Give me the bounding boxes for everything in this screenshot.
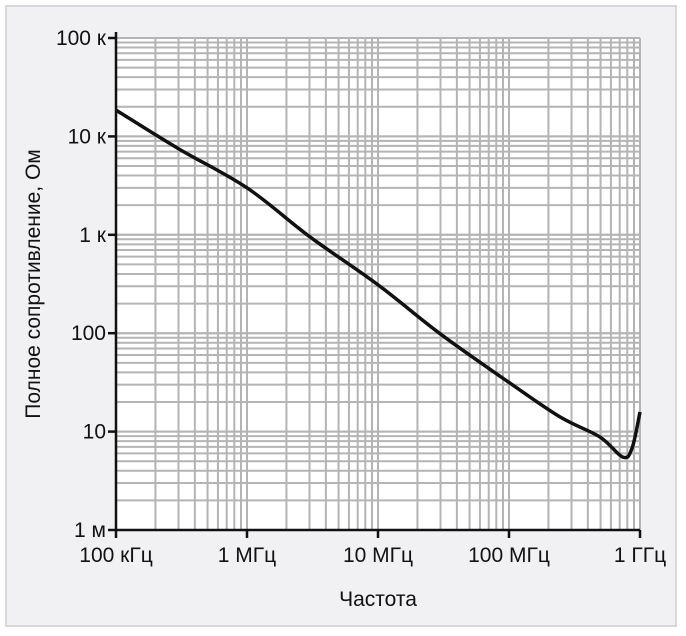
y-tick-label: 10 <box>83 421 106 444</box>
y-axis-label: Полное сопротивление, Ом <box>22 149 45 418</box>
x-tick-label: 100 кГц <box>79 544 152 567</box>
y-tick-label: 100 к <box>56 27 107 50</box>
y-tick-label: 10 к <box>68 125 107 148</box>
grid <box>115 37 641 531</box>
x-tick-label: 1 ГГц <box>614 544 666 567</box>
x-tick-label: 10 МГц <box>343 544 413 567</box>
y-tick-label: 1 к <box>79 224 107 247</box>
y-tick-label: 1 м <box>74 519 106 542</box>
axes <box>108 32 642 538</box>
y-tick-label: 100 <box>71 322 106 345</box>
series-line-impedance <box>115 108 642 460</box>
x-axis-label: Частота <box>339 588 417 611</box>
x-tick-label: 100 МГц <box>468 544 550 567</box>
x-tick-label: 1 МГц <box>218 544 276 567</box>
